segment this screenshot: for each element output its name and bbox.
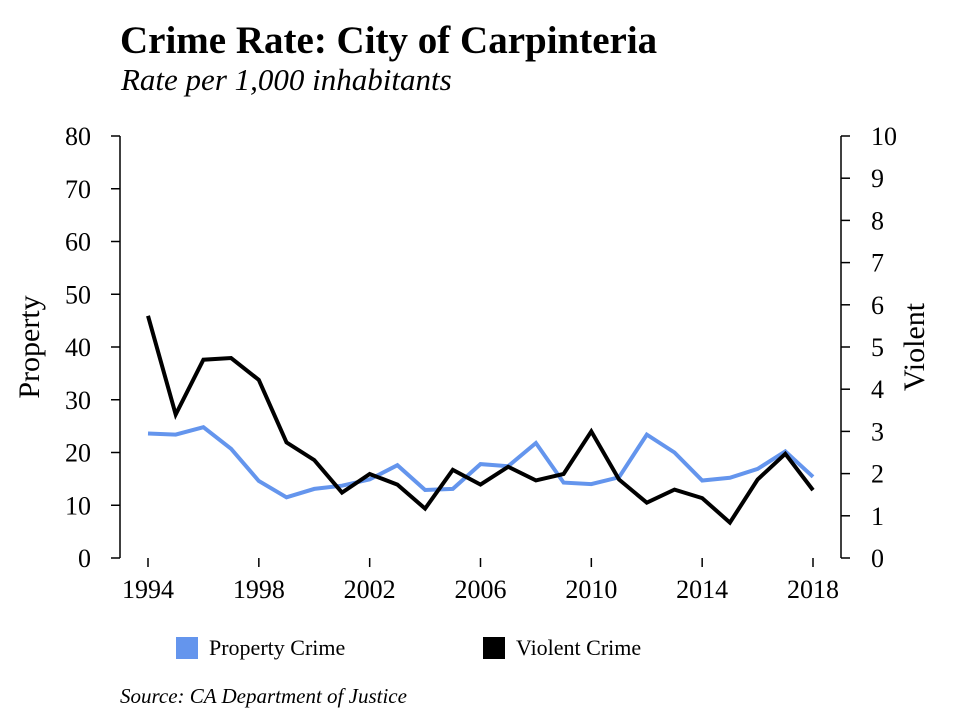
x-tick-label: 2014 (676, 575, 728, 604)
series-layer (146, 315, 815, 526)
right-y-axis-ticks: 0 1 2 3 4 5 6 7 8 9 10 (841, 122, 897, 573)
y-tick-label: 30 (65, 386, 91, 415)
x-tick-label: 1994 (122, 575, 174, 604)
y2-tick-label: 8 (871, 206, 884, 235)
y-tick-label: 50 (65, 280, 91, 309)
source-note: Source: CA Department of Justice (120, 684, 407, 708)
series-line-violent-crime (146, 315, 815, 526)
y2-tick-label: 10 (871, 122, 897, 151)
y2-tick-label: 4 (871, 375, 884, 404)
y-tick-label: 80 (65, 122, 91, 151)
legend-label-property-crime: Property Crime (209, 635, 345, 660)
series-line-property-crime (147, 425, 815, 500)
chart-title: Crime Rate: City of Carpinteria (120, 19, 657, 62)
x-tick-label: 2002 (344, 575, 396, 604)
legend-label-violent-crime: Violent Crime (516, 635, 641, 660)
y2-tick-label: 7 (871, 249, 884, 278)
x-tick-label: 2018 (787, 575, 839, 604)
y2-tick-label: 0 (871, 544, 884, 573)
y-tick-label: 0 (78, 544, 91, 573)
y-tick-label: 60 (65, 228, 91, 257)
chart-subtitle: Rate per 1,000 inhabitants (120, 62, 452, 97)
x-axis-ticks: 1994 1998 2002 2006 2010 2014 2018 (122, 558, 839, 604)
y-tick-label: 40 (65, 333, 91, 362)
legend-swatch-violent-crime (483, 637, 505, 659)
y2-tick-label: 9 (871, 164, 884, 193)
legend: Property Crime Violent Crime (176, 635, 641, 660)
y-tick-label: 70 (65, 175, 91, 204)
legend-swatch-property-crime (176, 637, 198, 659)
x-tick-label: 2010 (565, 575, 617, 604)
y-tick-label: 10 (65, 491, 91, 520)
y2-tick-label: 5 (871, 333, 884, 362)
y-tick-label: 20 (65, 439, 91, 468)
y2-tick-label: 1 (871, 502, 884, 531)
left-y-axis-label: Property (13, 295, 46, 398)
right-y-axis-label: Violent (898, 302, 931, 391)
left-y-axis-ticks: 0 10 20 30 40 50 60 70 80 (65, 122, 120, 573)
x-tick-label: 2006 (455, 575, 507, 604)
y2-tick-label: 3 (871, 417, 884, 446)
x-tick-label: 1998 (233, 575, 285, 604)
y2-tick-label: 2 (871, 460, 884, 489)
y2-tick-label: 6 (871, 291, 884, 320)
